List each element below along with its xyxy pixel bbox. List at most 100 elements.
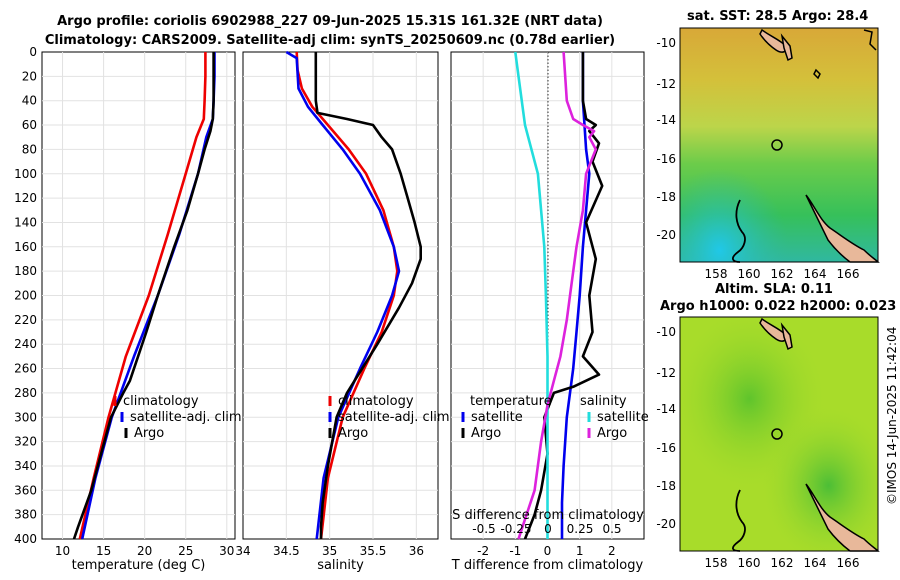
temperature-series <box>72 52 216 540</box>
temperature-legend: climatology satellite-adj. clim Argo <box>113 394 242 441</box>
reef-contour <box>732 199 746 263</box>
salinity-difference-tick-labels: -0.5 -0.25 0 0.25 0.5 <box>472 522 621 536</box>
sst-map-lat-tick-label: -14 <box>656 113 676 127</box>
depth-tick-label: 100 <box>14 167 37 181</box>
sst-map-lon-tick-label: 160 <box>738 267 761 281</box>
depth-tick-labels: 0 20 40 60 80 100 120 140 160 180 200 220 240 260 280 3… <box>14 45 37 546</box>
depth-tick-label: 60 <box>22 118 37 132</box>
island-shape <box>780 322 793 351</box>
salinity-x-tick-label: 34 <box>235 544 250 558</box>
temperature-x-tick-label: 10 <box>55 544 70 558</box>
legend-header-salinity: salinity <box>580 394 627 409</box>
sla-map-lon-tick-label: 162 <box>771 556 794 570</box>
island-shape <box>759 317 788 342</box>
sst-map-title: sat. SST: 28.5 Argo: 28.4 <box>687 9 869 24</box>
difference-x-tick-label: 0 <box>544 544 552 558</box>
depth-tick-label: 360 <box>14 483 37 497</box>
temperature-x-tick-label: 15 <box>96 544 111 558</box>
depth-tick-label: 340 <box>14 459 37 473</box>
sst-map-lon-tick-label: 158 <box>705 267 728 281</box>
depth-tick-label: 180 <box>14 264 37 278</box>
temperature-series-climatology <box>78 52 207 540</box>
island-shape <box>805 194 880 263</box>
salinity-difference-tick-label: 0 <box>544 522 552 536</box>
sla-map-frame <box>679 316 879 552</box>
depth-tick-label: 40 <box>22 94 37 108</box>
sla-map-title-line2: Argo h1000: 0.022 h2000: 0.023 <box>660 299 897 314</box>
legend-label-salinity-satellite: satellite <box>597 410 649 425</box>
salinity-x-tick-label: 36 <box>409 544 424 558</box>
legend-label-argo: Argo <box>134 426 164 441</box>
imos-timestamp: ©IMOS 14-Jun-2025 11:42:04 <box>885 326 899 505</box>
sst-map <box>679 27 880 263</box>
sla-map-lat-tick-label: -18 <box>656 479 676 493</box>
salinity-x-tick-label: 35 <box>322 544 337 558</box>
sst-map-lon-tick-label: 162 <box>771 267 794 281</box>
salinity-series-satellite-adj-clim <box>285 50 401 540</box>
sla-map-lat-tick-label: -16 <box>656 441 676 455</box>
sst-map-frame <box>679 27 879 263</box>
depth-tick-label: 320 <box>14 435 37 449</box>
sla-map-title-line1: Altim. SLA: 0.11 <box>715 282 833 297</box>
temperature-axis-label: temperature (deg C) <box>71 558 206 573</box>
salinity-difference-tick-label: -0.25 <box>500 522 531 536</box>
depth-tick-label: 300 <box>14 410 37 424</box>
depth-tick-label: 220 <box>14 313 37 327</box>
depth-tick-label: 240 <box>14 337 37 351</box>
reef-contour <box>732 489 746 552</box>
depth-tick-label: 400 <box>14 532 37 546</box>
salinity-legend: climatology satellite-adj. clim Argo <box>328 394 450 441</box>
profile-location-marker <box>771 139 783 151</box>
sla-map-patch <box>680 317 878 551</box>
sst-map-lat-tick-label: -18 <box>656 190 676 204</box>
sla-map-lon-tick-label: 164 <box>804 556 827 570</box>
map-tick-labels: 158 158 160 160 162 162 164 164 166 166 -10 -10 -12 -… <box>656 36 859 570</box>
difference-x-tick-label: -1 <box>509 544 521 558</box>
sst-map-lon-tick-label: 164 <box>804 267 827 281</box>
salinity-difference-tick-label: 0.25 <box>567 522 594 536</box>
depth-tick-label: 0 <box>29 45 37 59</box>
island-shape <box>813 68 821 80</box>
temperature-grid <box>42 52 235 539</box>
figure-title-line1: Argo profile: coriolis 6902988_227 09-Ju… <box>57 14 603 29</box>
difference-legend: temperature salinity satellite Argo sate… <box>461 394 649 441</box>
salinity-difference-tick-label: 0.5 <box>602 522 621 536</box>
legend-label-climatology: climatology <box>338 394 414 409</box>
legend-header-temperature: temperature <box>470 394 552 409</box>
temperature-x-tick-label: 20 <box>137 544 152 558</box>
sst-map-lat-tick-label: -16 <box>656 152 676 166</box>
sla-map <box>679 316 880 552</box>
sst-map-lat-tick-label: -12 <box>656 77 676 91</box>
depth-tick-label: 280 <box>14 386 37 400</box>
island-shape <box>759 28 788 53</box>
island-shape <box>805 483 880 552</box>
legend-label-argo: Argo <box>338 426 368 441</box>
difference-x-tick-label: 1 <box>576 544 584 558</box>
legend-label-temperature-argo: Argo <box>471 426 501 441</box>
sla-map-lat-tick-label: -12 <box>656 366 676 380</box>
legend-label-salinity-argo: Argo <box>597 426 627 441</box>
temperature-x-tick-label: 30 <box>219 544 234 558</box>
temperature-difference-axis-label: T difference from climatology <box>451 558 644 573</box>
sst-map-cold-patch <box>680 28 878 262</box>
depth-tick-label: 80 <box>22 142 37 156</box>
depth-tick-label: 140 <box>14 215 37 229</box>
sst-map-lat-tick-label: -20 <box>656 228 676 242</box>
legend-label-satellite: satellite-adj. clim <box>338 410 450 425</box>
salinity-difference-tick-label: -0.5 <box>472 522 495 536</box>
temperature-series-argo <box>72 52 215 540</box>
salinity-axis-label: salinity <box>317 558 364 573</box>
salinity-grid <box>243 52 438 539</box>
sla-map-lon-tick-label: 158 <box>705 556 728 570</box>
temperature-x-tick-label: 25 <box>178 544 193 558</box>
depth-tick-label: 200 <box>14 289 37 303</box>
difference-series-salinity-argo <box>517 51 598 540</box>
difference-series-salinity-satellite <box>514 51 549 539</box>
difference-x-tick-label: 2 <box>608 544 616 558</box>
sst-map-lon-tick-label: 166 <box>837 267 860 281</box>
sla-map-lat-tick-label: -10 <box>656 325 676 339</box>
legend-label-satellite: satellite-adj. clim <box>130 410 242 425</box>
depth-tick-label: 120 <box>14 191 37 205</box>
salinity-difference-axis-label: S difference from climatology <box>452 508 644 523</box>
